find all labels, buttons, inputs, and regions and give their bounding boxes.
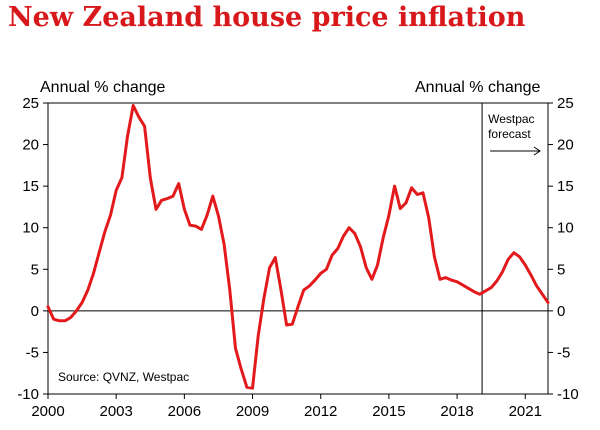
y-tick-label-right-10: 10	[557, 220, 574, 237]
forecast-label-line2: forecast	[488, 127, 531, 141]
x-tick-label-2003: 2003	[99, 403, 132, 420]
x-tick-label-2021: 2021	[509, 403, 542, 420]
y-tick-label-right-5: 5	[557, 261, 565, 278]
x-tick-label-2009: 2009	[236, 403, 269, 420]
x-tick-label-2018: 2018	[440, 403, 473, 420]
y-tick-label-right--10: -10	[557, 386, 579, 403]
y-tick-label-left-20: 20	[22, 137, 39, 154]
y-tick-label-right-25: 25	[557, 95, 574, 112]
forecast-label-line1: Westpac	[488, 112, 534, 126]
left-axis-label: Annual % change	[40, 79, 166, 96]
forecast-arrowhead	[533, 146, 541, 156]
x-tick-label-2000: 2000	[31, 403, 64, 420]
y-tick-label-left-10: 10	[22, 220, 39, 237]
x-tick-label-2012: 2012	[304, 403, 337, 420]
right-axis-label: Annual % change	[415, 79, 541, 96]
source-note: Source: QVNZ, Westpac	[58, 370, 189, 384]
y-tick-label-right-0: 0	[557, 303, 565, 320]
y-tick-label-left-0: 0	[31, 303, 39, 320]
plot-frame	[47, 102, 549, 395]
y-tick-label-left--10: -10	[17, 386, 39, 403]
chart-title: New Zealand house price inflation	[8, 2, 526, 33]
y-tick-label-left--5: -5	[26, 344, 39, 361]
y-tick-label-right-15: 15	[557, 178, 574, 195]
y-tick-label-left-5: 5	[31, 261, 39, 278]
x-tick-label-2015: 2015	[372, 403, 405, 420]
y-tick-label-right--5: -5	[557, 344, 570, 361]
x-tick-label-2006: 2006	[168, 403, 201, 420]
y-tick-label-left-15: 15	[22, 178, 39, 195]
y-tick-label-left-25: 25	[22, 95, 39, 112]
y-tick-label-right-20: 20	[557, 137, 574, 154]
series-line-house-price-inflation	[46, 104, 550, 390]
